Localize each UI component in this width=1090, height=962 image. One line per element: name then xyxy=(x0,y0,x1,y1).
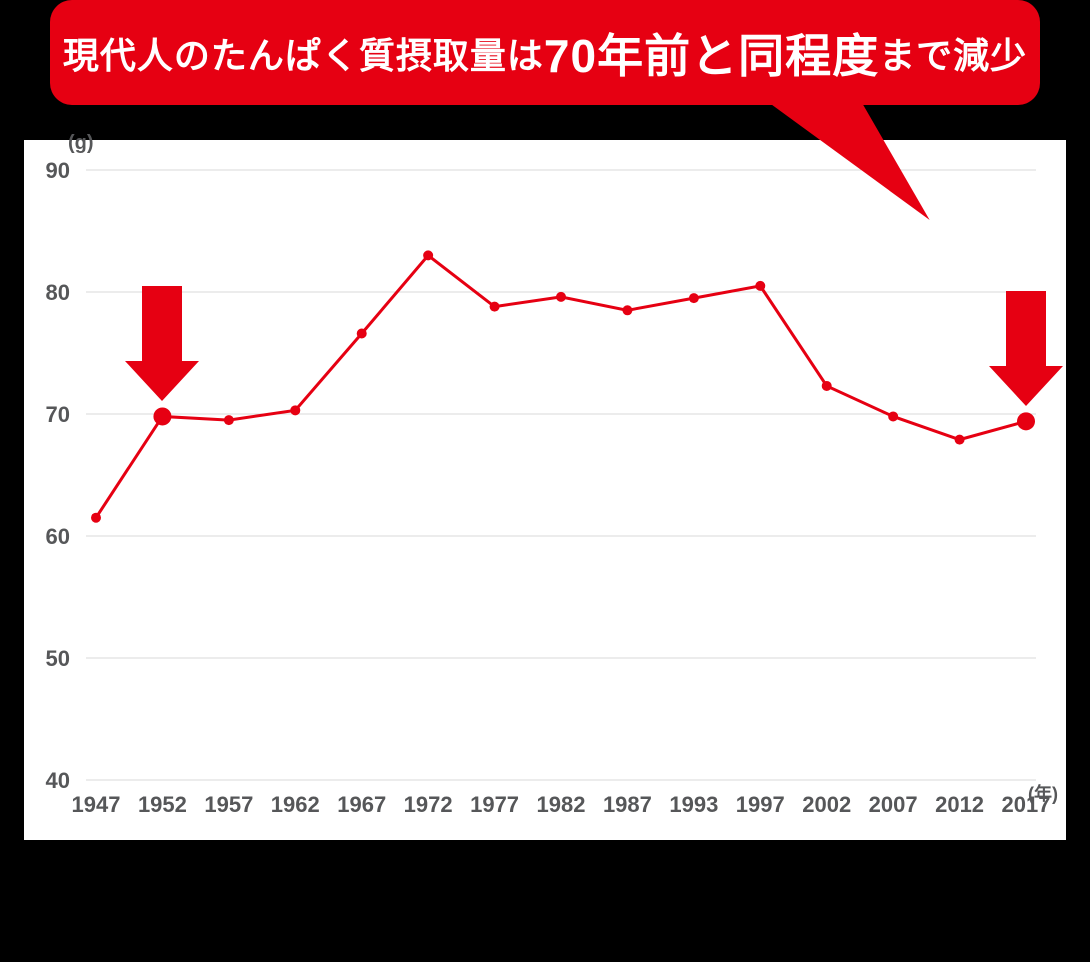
y-tick-label: 60 xyxy=(46,524,70,549)
data-marker xyxy=(490,302,500,312)
y-tick-label: 40 xyxy=(46,768,70,793)
root: 現代人のたんぱく質摂取量は 70年前と同程度 まで減少 (g) (年) 40 50… xyxy=(0,0,1090,962)
y-tick-label: 90 xyxy=(46,158,70,183)
callout-text-2: まで減少 xyxy=(879,27,1027,79)
down-arrow-icon xyxy=(989,291,1063,406)
data-marker xyxy=(689,293,699,303)
callout-text-1: 現代人のたんぱく質摂取量は xyxy=(63,27,544,79)
callout-bubble: 現代人のたんぱく質摂取量は 70年前と同程度 まで減少 xyxy=(50,0,1040,105)
y-tick-label: 50 xyxy=(46,646,70,671)
y-tick-label: 70 xyxy=(46,402,70,427)
data-marker xyxy=(224,415,234,425)
x-tick-label: 2012 xyxy=(935,792,984,817)
data-marker xyxy=(91,513,101,523)
data-marker xyxy=(622,305,632,315)
x-tick-label: 1993 xyxy=(669,792,718,817)
data-marker xyxy=(755,281,765,291)
data-marker xyxy=(357,328,367,338)
x-tick-label: 1947 xyxy=(72,792,121,817)
series-markers xyxy=(91,250,1035,522)
gridlines xyxy=(86,170,1036,780)
x-tick-labels: 1947 1952 1957 1962 1967 1972 1977 1982 1987 1993… xyxy=(72,792,1051,817)
x-tick-label: 1967 xyxy=(337,792,386,817)
data-marker xyxy=(888,411,898,421)
chart-svg: 40 50 60 70 80 90 1947 1952 1957 1962 1967 1972 197… xyxy=(24,140,1066,840)
data-marker xyxy=(955,435,965,445)
data-marker xyxy=(556,292,566,302)
x-tick-label: 1987 xyxy=(603,792,652,817)
x-tick-label: 1982 xyxy=(537,792,586,817)
x-tick-label: 1997 xyxy=(736,792,785,817)
data-marker xyxy=(290,405,300,415)
x-tick-label: 1952 xyxy=(138,792,187,817)
y-axis-unit: (g) xyxy=(68,132,94,155)
x-axis-unit: (年) xyxy=(1028,780,1058,806)
y-tick-label: 80 xyxy=(46,280,70,305)
down-arrow-icon xyxy=(125,286,199,401)
y-tick-labels: 40 50 60 70 80 90 xyxy=(46,158,70,793)
data-marker xyxy=(423,250,433,260)
chart-panel: (g) (年) 405060708090 1947195219571962196… xyxy=(24,140,1066,840)
x-tick-label: 2007 xyxy=(869,792,918,817)
data-marker xyxy=(822,381,832,391)
highlight-marker xyxy=(153,407,171,425)
x-tick-label: 2002 xyxy=(802,792,851,817)
callout-text-big: 70年前と同程度 xyxy=(544,20,879,86)
x-tick-label: 1977 xyxy=(470,792,519,817)
x-tick-label: 1972 xyxy=(404,792,453,817)
highlight-marker xyxy=(1017,412,1035,430)
x-tick-label: 1957 xyxy=(204,792,253,817)
x-tick-label: 1962 xyxy=(271,792,320,817)
